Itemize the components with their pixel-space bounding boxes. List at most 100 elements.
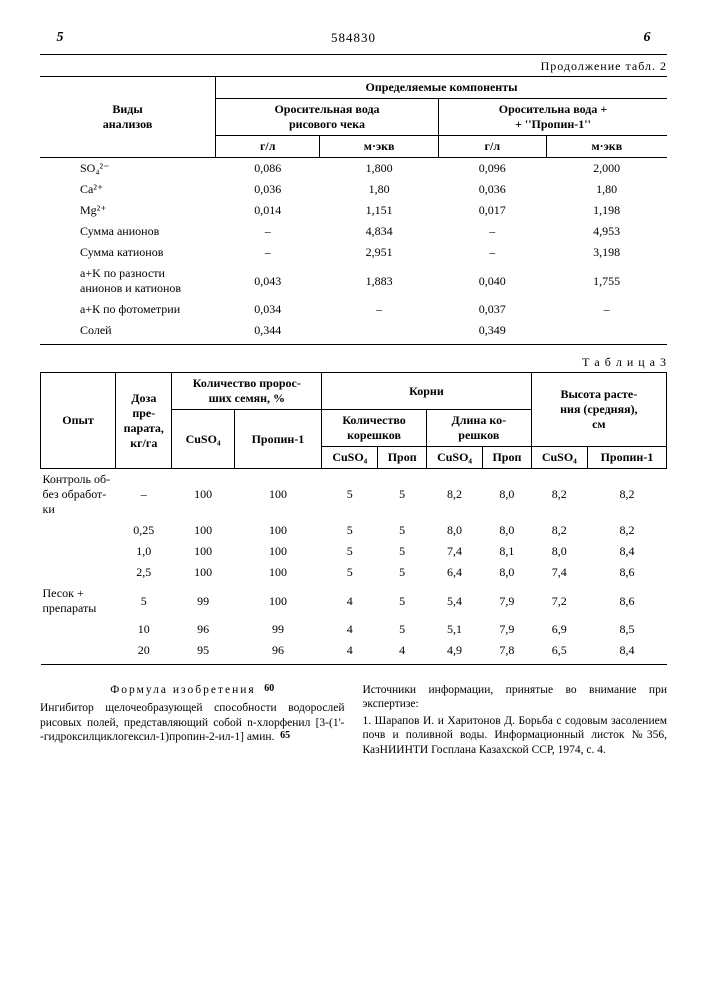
table-cell: 20 xyxy=(116,640,172,665)
table-cell: 8,2 xyxy=(587,469,666,521)
table-cell: 0,014 xyxy=(216,200,320,221)
table-cell: a+K по разности анионов и катионов xyxy=(40,263,216,299)
table-cell xyxy=(546,320,667,345)
table-cell: 5 xyxy=(322,541,378,562)
table-cell: 3,198 xyxy=(546,242,667,263)
table-cell: 8,4 xyxy=(587,541,666,562)
table-cell: Песок + препараты xyxy=(41,583,116,619)
table-cell: 0,344 xyxy=(216,320,320,345)
table-cell: 5,1 xyxy=(426,619,482,640)
table-cell: 7,9 xyxy=(483,619,532,640)
th-rc-cuso4: CuSO₄ xyxy=(322,447,378,469)
table-cell: 1,883 xyxy=(320,263,439,299)
table-cell: 8,0 xyxy=(483,520,532,541)
table-cell: 6,4 xyxy=(426,562,482,583)
table-cell: 0,036 xyxy=(438,179,546,200)
table-cell: 100 xyxy=(234,583,322,619)
table-row: a+K по разности анионов и катионов0,0431… xyxy=(40,263,667,299)
table-cell: 1,0 xyxy=(116,541,172,562)
table-cell: 0,096 xyxy=(438,158,546,180)
table-cell: Сумма анионов xyxy=(40,221,216,242)
table-row: 209596444,97,86,58,4 xyxy=(41,640,667,665)
table-cell: 5 xyxy=(378,562,427,583)
table-cell: 1,151 xyxy=(320,200,439,221)
table-cell: 1,80 xyxy=(546,179,667,200)
th-h-propin: Пропин-1 xyxy=(587,447,666,469)
table3-body: Контроль об- без обработ- ки–100100558,2… xyxy=(41,469,667,665)
table-cell: 5 xyxy=(322,520,378,541)
table-cell: 6,5 xyxy=(531,640,587,665)
table-cell: 4,834 xyxy=(320,221,439,242)
table2-body: SO₄²⁻0,0861,8000,0962,000Ca²⁺0,0361,800,… xyxy=(40,158,667,345)
table-cell: – xyxy=(546,299,667,320)
formula-body: Ингибитор щелочеобразующей способности в… xyxy=(40,701,345,744)
table-cell: 0,349 xyxy=(438,320,546,345)
table-cell: 8,2 xyxy=(587,520,666,541)
footer-left: Формула изобретения 60 Ингибитор щелочео… xyxy=(40,683,345,757)
th-roots: Корни xyxy=(322,373,532,410)
table-cell: 100 xyxy=(172,469,234,521)
th-gl2: г/л xyxy=(438,136,546,158)
th-rl-prop: Проп xyxy=(483,447,532,469)
th-h-cuso4: CuSO₄ xyxy=(531,447,587,469)
table-cell: 5 xyxy=(322,562,378,583)
table-cell: 8,6 xyxy=(587,583,666,619)
table-cell: 0,040 xyxy=(438,263,546,299)
table-row: Сумма катионов–2,951–3,198 xyxy=(40,242,667,263)
table-cell: 5 xyxy=(378,541,427,562)
table-row: Контроль об- без обработ- ки–100100558,2… xyxy=(41,469,667,521)
table-cell: а+К по фотометрии xyxy=(40,299,216,320)
table-cell: 95 xyxy=(172,640,234,665)
table-row: Mg²⁺0,0141,1510,0171,198 xyxy=(40,200,667,221)
th-g-cuso4: CuSO₄ xyxy=(172,410,234,469)
table-row: 109699455,17,96,98,5 xyxy=(41,619,667,640)
table2-head: Виды анализов Определяемые компоненты Ор… xyxy=(40,77,667,158)
th-analyses: Виды анализов xyxy=(40,77,216,158)
table-cell: 1,800 xyxy=(320,158,439,180)
table-cell: 8,0 xyxy=(426,520,482,541)
table-cell: 4 xyxy=(322,640,378,665)
th-gl1: г/л xyxy=(216,136,320,158)
table-cell: 4,953 xyxy=(546,221,667,242)
table-cell: 2,000 xyxy=(546,158,667,180)
table-row: Солей0,344 0,349 xyxy=(40,320,667,345)
table-cell: 100 xyxy=(234,541,322,562)
page-col-left: 5 xyxy=(40,30,80,46)
th-g-propin: Пропин-1 xyxy=(234,410,322,469)
table-cell: 10 xyxy=(116,619,172,640)
table-row: Песок + препараты599100455,47,97,28,6 xyxy=(41,583,667,619)
table-cell xyxy=(320,320,439,345)
th-dose: Доза пре- парата, кг/га xyxy=(116,373,172,469)
table-row: SO₄²⁻0,0861,8000,0962,000 xyxy=(40,158,667,180)
table-cell: 100 xyxy=(172,541,234,562)
th-rootlen: Длина ко- решков xyxy=(426,410,531,447)
th-rootcount: Количество корешков xyxy=(322,410,427,447)
table-cell: 96 xyxy=(234,640,322,665)
th-mekv2: м·экв xyxy=(546,136,667,158)
table-cell: 100 xyxy=(172,562,234,583)
table-cell: 5 xyxy=(322,469,378,521)
table-cell: – xyxy=(438,221,546,242)
table-cell: – xyxy=(320,299,439,320)
table-cell: 0,017 xyxy=(438,200,546,221)
table-row: Сумма анионов–4,834–4,953 xyxy=(40,221,667,242)
table-cell xyxy=(41,541,116,562)
table-cell: Ca²⁺ xyxy=(40,179,216,200)
table-cell: 7,8 xyxy=(483,640,532,665)
table-cell: 5 xyxy=(116,583,172,619)
table-cell: 100 xyxy=(234,520,322,541)
header-rule xyxy=(40,54,667,55)
table-cell: 8,5 xyxy=(587,619,666,640)
table-cell: 5 xyxy=(378,583,427,619)
table-cell: 8,0 xyxy=(531,541,587,562)
table-cell: 5 xyxy=(378,520,427,541)
table-cell: Солей xyxy=(40,320,216,345)
table-cell: 8,2 xyxy=(531,520,587,541)
table-row: 2,5100100556,48,07,48,6 xyxy=(41,562,667,583)
th-rc-prop: Проп xyxy=(378,447,427,469)
table-row: 0,25100100558,08,08,28,2 xyxy=(41,520,667,541)
table-cell: 99 xyxy=(172,583,234,619)
th-opyt: Опыт xyxy=(41,373,116,469)
table-cell xyxy=(41,562,116,583)
table-cell: 100 xyxy=(234,469,322,521)
